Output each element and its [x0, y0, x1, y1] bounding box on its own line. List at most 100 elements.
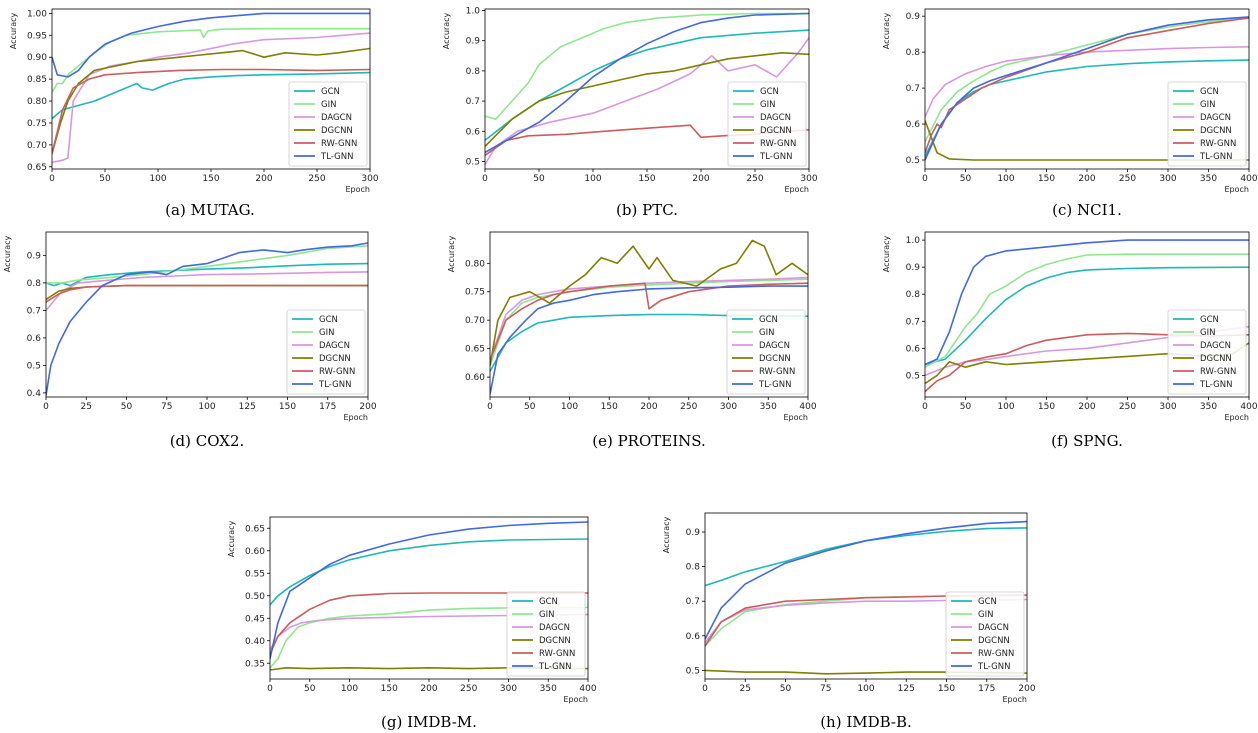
- series-line-tl-gnn: [490, 285, 808, 395]
- y-tick-label: 0.80: [27, 97, 47, 107]
- y-tick-label: 0.7: [906, 317, 920, 327]
- y-tick-label: 0.9: [906, 263, 921, 273]
- x-axis-label: Epoch: [344, 413, 369, 422]
- y-tick-label: 0.80: [465, 259, 485, 269]
- legend-entry-dgcnn: DGCNN: [321, 126, 353, 136]
- x-tick-label: 250: [746, 174, 763, 184]
- series-line-gin: [925, 17, 1249, 143]
- legend-entry-dgcnn: DGCNN: [978, 636, 1010, 646]
- x-tick-label: 200: [420, 684, 437, 694]
- x-tick-label: 0: [482, 174, 488, 184]
- series-line-tl-gnn: [270, 521, 588, 659]
- legend-entry-gcn: GCN: [539, 597, 558, 607]
- x-tick-label: 0: [922, 402, 928, 412]
- series-line-gcn: [52, 71, 370, 120]
- y-tick-label: 1.0: [906, 236, 921, 246]
- series-line-dagcn: [925, 46, 1249, 118]
- x-tick-label: 100: [997, 174, 1014, 184]
- legend: GCN GIN DAGCN DGCNN RW-GNN TL-GNN: [506, 591, 586, 677]
- y-tick-label: 0.6: [466, 127, 481, 137]
- y-tick-label: 0.6: [906, 344, 921, 354]
- x-tick-label: 50: [960, 402, 972, 412]
- y-tick-label: 0.9: [466, 37, 481, 47]
- y-tick-label: 0.60: [245, 547, 265, 557]
- legend-entry-tl-gnn: TL-GNN: [1199, 152, 1232, 162]
- legend-entry-gin: GIN: [1200, 328, 1215, 338]
- legend-entry-gin: GIN: [1200, 100, 1215, 110]
- x-tick-label: 150: [638, 174, 655, 184]
- legend-entry-dagcn: DAGCN: [978, 623, 1009, 633]
- y-tick-label: 1.00: [27, 9, 47, 19]
- chart-caption: (f) SPNG.: [1051, 432, 1123, 450]
- y-tick-label: 0.5: [906, 371, 920, 381]
- series-line-gin: [485, 12, 809, 120]
- y-tick-label: 0.8: [906, 290, 921, 300]
- series-line-gcn: [925, 266, 1249, 366]
- x-tick-label: 175: [319, 402, 336, 412]
- x-tick-label: 250: [460, 684, 477, 694]
- x-tick-label: 350: [1200, 402, 1217, 412]
- y-tick-label: 0.4: [27, 389, 42, 399]
- y-tick-label: 1.0: [466, 7, 481, 17]
- chart-panel-6: 0 50 100 150 200 250 300 350 400 0.35 0.40 0.45 0.50…: [227, 516, 597, 731]
- series-line-gcn: [705, 527, 1027, 587]
- y-tick-label: 0.5: [27, 361, 41, 371]
- series-line-dgcnn: [490, 239, 808, 366]
- series-line-dagcn: [46, 271, 368, 311]
- chart-caption: (d) COX2.: [170, 432, 245, 450]
- legend: GCN GIN DAGCN DGCNN RW-GNN TL-GNN: [1167, 81, 1247, 167]
- x-tick-label: 50: [960, 174, 972, 184]
- series-line-dgcnn: [270, 667, 588, 671]
- x-axis-label: Epoch: [1225, 413, 1250, 422]
- x-axis-label: Epoch: [785, 185, 810, 194]
- y-tick-label: 0.8: [686, 563, 701, 573]
- x-tick-label: 50: [524, 402, 536, 412]
- legend-entry-dagcn: DAGCN: [539, 623, 570, 633]
- x-axis-label: Epoch: [1225, 185, 1250, 194]
- legend-entry-gcn: GCN: [978, 597, 997, 607]
- series-line-gcn: [270, 538, 588, 606]
- y-tick-label: 0.95: [27, 31, 47, 41]
- series-line-tl-gnn: [46, 242, 368, 396]
- legend-entry-rw-gnn: RW-GNN: [759, 367, 795, 377]
- y-tick-label: 0.85: [27, 75, 47, 85]
- series-line-tl-gnn: [705, 520, 1027, 640]
- x-tick-label: 125: [898, 684, 915, 694]
- x-tick-label: 250: [1119, 174, 1136, 184]
- legend: GCN GIN DAGCN DGCNN RW-GNN TL-GNN: [727, 81, 807, 167]
- y-tick-label: 0.9: [27, 251, 42, 261]
- legend-entry-rw-gnn: RW-GNN: [760, 139, 796, 149]
- y-tick-label: 0.60: [465, 373, 485, 383]
- x-tick-label: 0: [267, 684, 273, 694]
- legend-entry-dgcnn: DGCNN: [1200, 354, 1232, 364]
- y-tick-label: 0.55: [245, 569, 265, 579]
- x-tick-label: 0: [702, 684, 708, 694]
- x-tick-label: 100: [997, 402, 1014, 412]
- y-tick-label: 0.75: [27, 119, 47, 129]
- y-tick-label: 0.7: [906, 84, 920, 94]
- y-tick-label: 0.6: [27, 334, 42, 344]
- x-tick-label: 100: [584, 174, 601, 184]
- x-axis-label: Epoch: [1003, 695, 1028, 704]
- series-line-rw-gnn: [46, 284, 368, 303]
- legend-entry-dagcn: DAGCN: [1200, 341, 1231, 351]
- x-tick-label: 150: [1038, 174, 1055, 184]
- legend: GCN GIN DAGCN DGCNN RW-GNN TL-GNN: [945, 591, 1025, 677]
- y-tick-label: 0.50: [245, 592, 265, 602]
- x-tick-label: 125: [239, 402, 256, 412]
- x-tick-label: 25: [740, 684, 751, 694]
- legend-entry-tl-gnn: TL-GNN: [1199, 380, 1232, 390]
- x-tick-label: 300: [361, 174, 378, 184]
- x-tick-label: 350: [540, 684, 557, 694]
- legend-entry-gin: GIN: [978, 610, 993, 620]
- legend-entry-rw-gnn: RW-GNN: [1200, 139, 1236, 149]
- legend-entry-gin: GIN: [759, 328, 774, 338]
- y-tick-label: 0.65: [27, 163, 47, 173]
- y-tick-label: 0.45: [245, 614, 265, 624]
- legend: GCN GIN DAGCN DGCNN RW-GNN TL-GNN: [288, 81, 368, 167]
- series-line-tl-gnn: [925, 239, 1249, 366]
- x-tick-label: 150: [381, 684, 398, 694]
- x-tick-label: 150: [202, 174, 219, 184]
- legend-entry-rw-gnn: RW-GNN: [321, 139, 357, 149]
- legend-entry-dgcnn: DGCNN: [539, 636, 571, 646]
